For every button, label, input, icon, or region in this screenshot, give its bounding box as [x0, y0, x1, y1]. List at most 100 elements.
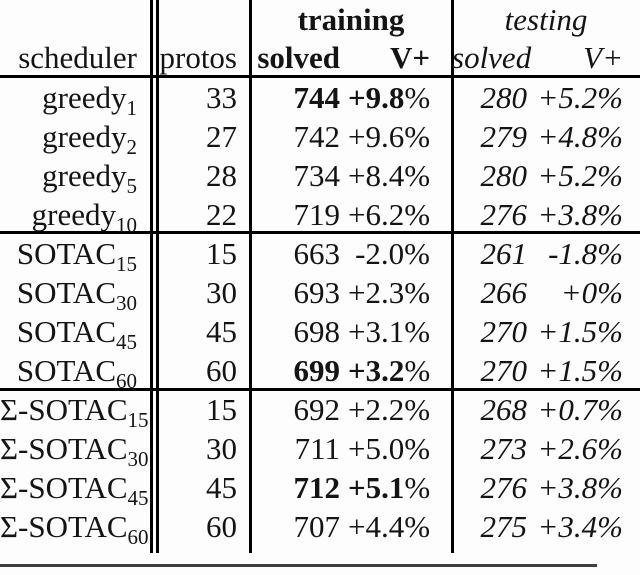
- scheduler-subscript: 30: [127, 447, 149, 471]
- percent-sign: %: [404, 275, 431, 310]
- training-solved-cell: 663: [293, 236, 341, 271]
- scheduler-cell: SOTAC15: [16, 236, 137, 276]
- training-solved-cell: 692: [293, 392, 341, 427]
- percent-sign: %: [597, 314, 623, 349]
- training-vplus-cell: +5.0%: [348, 431, 431, 466]
- training-solved-cell: 719: [293, 197, 341, 232]
- training-vplus-cell: +9.8%: [348, 80, 431, 115]
- percent-sign: %: [597, 392, 623, 427]
- training-solved-cell: 734: [293, 158, 341, 193]
- training-solved-cell: 698: [293, 314, 341, 349]
- percent-sign: %: [404, 197, 431, 232]
- testing-solved-cell: 270: [480, 353, 528, 388]
- testing-vplus-cell: +5.2%: [537, 158, 624, 193]
- percent-sign: %: [597, 119, 623, 154]
- testing-vplus-cell: +4.8%: [537, 119, 624, 154]
- percent-sign: %: [404, 470, 431, 505]
- percent-sign: %: [597, 470, 623, 505]
- percent-sign: %: [597, 236, 623, 271]
- scheduler-subscript: 60: [116, 369, 137, 393]
- protos-cell: 33: [206, 80, 237, 115]
- testing-vplus-cell: +2.6%: [537, 431, 624, 466]
- scheduler-cell: SOTAC45: [16, 314, 137, 354]
- testing-solved-cell: 280: [480, 158, 528, 193]
- testing-solved-cell: 276: [480, 470, 528, 505]
- protos-cell: 60: [206, 353, 237, 388]
- percent-sign: %: [404, 431, 431, 466]
- protos-cell: 60: [206, 509, 237, 544]
- testing-solved-cell: 270: [480, 314, 528, 349]
- testing-vplus-cell: +0%: [560, 275, 623, 310]
- training-solved-cell: 711: [294, 431, 340, 466]
- testing-solved-cell: 276: [480, 197, 528, 232]
- training-vplus-cell: +2.3%: [348, 275, 431, 310]
- testing-solved-cell: 280: [480, 80, 528, 115]
- training-solved-cell: 693: [293, 275, 341, 310]
- section-rule-sotac-sigma: [0, 388, 640, 391]
- scheduler-cell: Σ-SOTAC30: [0, 431, 149, 471]
- scheduler-cell: SOTAC30: [16, 275, 137, 315]
- scheduler-cell: Σ-SOTAC60: [0, 509, 149, 549]
- col-header-protos: protos: [159, 40, 238, 75]
- section-rule-greedy-sotac: [0, 231, 640, 234]
- scheduler-subscript: 10: [116, 213, 137, 237]
- percent-sign: %: [597, 431, 623, 466]
- percent-sign: %: [404, 236, 430, 271]
- scheduler-subscript: 30: [116, 291, 137, 315]
- percent-sign: %: [404, 392, 431, 427]
- training-vplus-cell: +9.6%: [348, 119, 431, 154]
- training-vplus-cell: +3.2%: [348, 353, 431, 388]
- testing-vplus-cell: +5.2%: [537, 80, 624, 115]
- training-solved-cell: 699: [293, 353, 341, 388]
- percent-sign: %: [404, 509, 431, 544]
- testing-solved-cell: 275: [480, 509, 528, 544]
- training-vplus-cell: +2.2%: [348, 392, 431, 427]
- results-table: training testing scheduler protos solved…: [0, 2, 624, 549]
- scheduler-cell: SOTAC60: [16, 353, 137, 393]
- testing-solved-cell: 268: [480, 392, 528, 427]
- training-vplus-cell: +6.2%: [348, 197, 431, 232]
- testing-vplus-cell: +1.5%: [537, 353, 624, 388]
- scheduler-cell: Σ-SOTAC15: [0, 392, 149, 432]
- percent-sign: %: [597, 275, 623, 310]
- col-header-training-solved: solved: [257, 40, 340, 75]
- training-testing-divider-rule: [451, 0, 454, 553]
- training-vplus-cell: +5.1%: [348, 470, 431, 505]
- testing-vplus-cell: +1.5%: [537, 314, 624, 349]
- scheduler-subscript: 15: [127, 408, 149, 432]
- scheduler-cell: greedy5: [42, 158, 138, 198]
- testing-vplus-cell: -1.8%: [548, 236, 623, 271]
- testing-vplus-cell: +0.7%: [537, 392, 624, 427]
- scheduler-subscript: 45: [127, 486, 149, 510]
- testing-solved-cell: 273: [480, 431, 528, 466]
- col-header-testing-solved: solved: [452, 40, 532, 75]
- percent-sign: %: [404, 80, 431, 115]
- protos-cell: 15: [206, 236, 237, 271]
- col-header-training-vplus: V+: [389, 40, 430, 75]
- protos-cell: 45: [206, 314, 237, 349]
- scheduler-subscript: 45: [116, 330, 137, 354]
- protos-cell: 30: [206, 431, 237, 466]
- header-rule: [0, 75, 640, 78]
- training-solved-cell: 707: [293, 509, 341, 544]
- percent-sign: %: [597, 509, 623, 544]
- training-solved-cell: 744: [293, 80, 341, 115]
- scheduler-cell: Σ-SOTAC45: [0, 470, 149, 510]
- percent-sign: %: [404, 314, 431, 349]
- scheduler-subscript: 60: [127, 525, 149, 549]
- protos-cell: 45: [206, 470, 237, 505]
- protos-cell: 30: [206, 275, 237, 310]
- column-group-testing: testing: [504, 2, 588, 37]
- percent-sign: %: [404, 119, 431, 154]
- scheduler-cell: greedy2: [42, 119, 137, 159]
- scheduler-cell: greedy1: [42, 80, 137, 120]
- percent-sign: %: [597, 197, 623, 232]
- scheduler-subscript: 15: [116, 252, 137, 276]
- testing-solved-cell: 279: [480, 119, 528, 154]
- protos-cell: 15: [206, 392, 237, 427]
- scheduler-subscript: 5: [126, 174, 138, 198]
- percent-sign: %: [404, 158, 431, 193]
- footer-rule: [0, 564, 597, 567]
- testing-vplus-cell: +3.8%: [537, 197, 624, 232]
